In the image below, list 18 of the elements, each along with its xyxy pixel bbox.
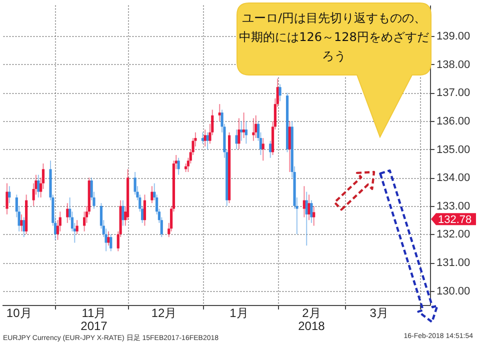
y-tick-label: 139.00 — [436, 30, 470, 43]
y-tick-label: 131.00 — [436, 257, 470, 270]
annotation: ユーロ/円は目先切り返すものの、中期的には126～128円をめざすだろう — [239, 10, 429, 65]
x-tick-label: 12月 — [151, 306, 177, 320]
y-tick-label: 136.00 — [436, 116, 470, 128]
price-tag: 132.78 — [431, 213, 476, 226]
x-tick-label: 11月 2017 — [80, 306, 108, 333]
x-tick-label: 1月 — [230, 306, 248, 320]
y-tick-label: 132.00 — [436, 228, 470, 241]
y-tick-label: 133.00 — [436, 200, 470, 212]
y-tick-label: 135.00 — [436, 144, 470, 156]
y-tick-label: 134.00 — [436, 172, 470, 184]
y-tick-label: 137.00 — [436, 87, 470, 100]
x-tick-label: 3月 — [370, 306, 388, 320]
x-tick-label: 10月 — [6, 306, 32, 320]
y-tick-label: 138.00 — [436, 58, 470, 71]
x-tick-label: 2月 2018 — [298, 306, 326, 333]
y-tick-label: 130.00 — [436, 285, 470, 298]
